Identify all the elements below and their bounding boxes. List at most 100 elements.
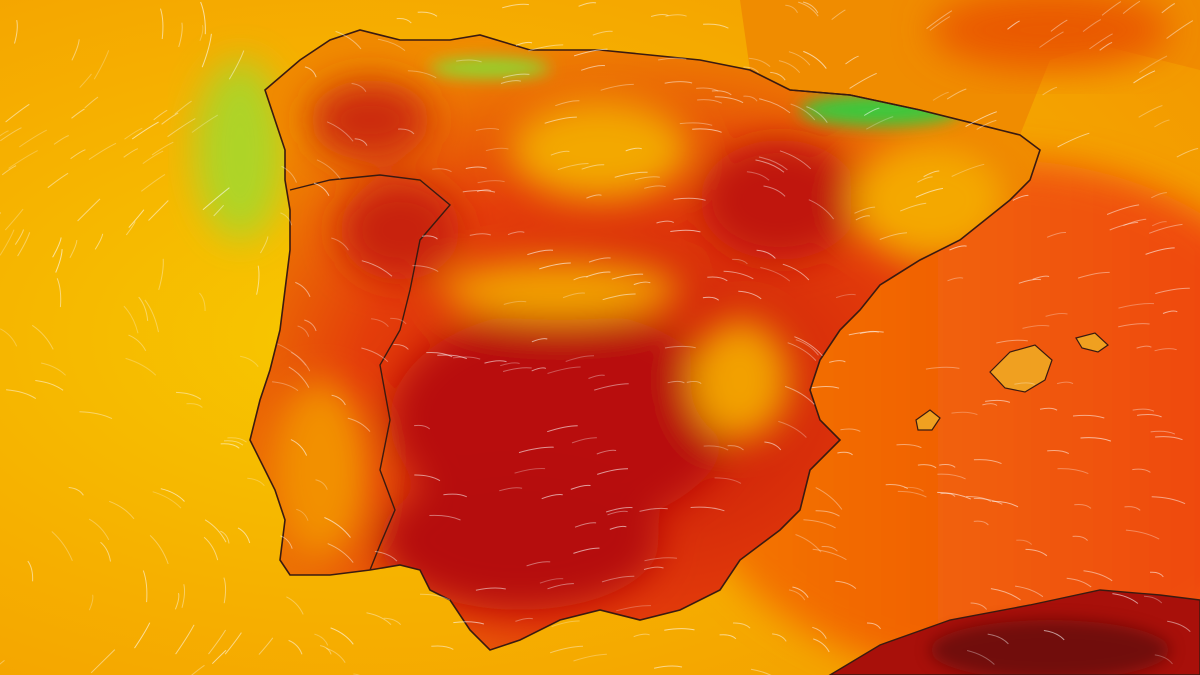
wind-streak (854, 206, 876, 214)
wind-streak (0, 229, 15, 256)
wind-streak (186, 403, 203, 408)
wind-streak (288, 366, 310, 388)
wind-streak (795, 534, 822, 553)
wind-streak (539, 262, 571, 270)
wind-streak (361, 260, 393, 277)
wind-streak (1039, 31, 1064, 48)
wind-streak (366, 612, 392, 625)
wind-streak (0, 130, 9, 137)
wind-streak (755, 159, 785, 173)
wind-streak (52, 237, 62, 258)
wind-streak (290, 439, 308, 456)
wind-streak (897, 490, 927, 498)
wind-streak (1150, 430, 1176, 435)
wind-streak (331, 237, 349, 251)
wind-streak (68, 487, 84, 496)
wind-streak (128, 334, 147, 352)
wind-streak (94, 233, 104, 250)
wind-streak (794, 336, 823, 357)
wind-streak (417, 11, 438, 17)
wind-streak (167, 118, 196, 138)
wind-streak (125, 357, 157, 376)
wind-streak (690, 506, 725, 512)
wind-streak (174, 100, 192, 115)
wind-streak (574, 522, 597, 528)
wind-streak (581, 65, 606, 71)
wind-streak (821, 546, 838, 552)
wind-streak (393, 343, 409, 350)
wind-streak (643, 566, 664, 570)
wind-streak (286, 596, 304, 615)
wind-streak (40, 362, 66, 376)
wind-streak (812, 626, 827, 639)
ibiza (915, 409, 941, 431)
wind-streak (596, 449, 617, 455)
wind-streak (191, 664, 205, 675)
wind-streak (1138, 105, 1163, 118)
wind-streak (1099, 42, 1113, 51)
wind-streak (1074, 504, 1092, 509)
wind-streak (527, 249, 554, 256)
wind-streak (1012, 194, 1029, 201)
wind-streak (578, 2, 597, 7)
wind-streak (19, 129, 48, 148)
wind-streak (17, 232, 31, 257)
wind-streak (208, 629, 227, 655)
border-france (749, 69, 1001, 131)
wind-streak (1083, 570, 1113, 582)
wind-streak (1106, 204, 1140, 215)
wind-streak (47, 172, 69, 189)
wind-streak (951, 411, 978, 416)
wind-streak (1136, 345, 1152, 349)
wind-streak (996, 339, 1028, 344)
wind-streak (220, 443, 240, 449)
wind-streak (1125, 529, 1160, 540)
wind-streak (142, 570, 148, 603)
wind-streak (738, 290, 762, 300)
wind-streak (149, 535, 169, 565)
wind-streak (732, 258, 748, 265)
wind-streak (109, 500, 135, 520)
wind-streak (1132, 408, 1155, 412)
blob (310, 80, 430, 160)
wind-streak (571, 437, 597, 444)
wind-streak (544, 116, 577, 124)
wind-streak (937, 491, 972, 500)
wind-streak (353, 673, 361, 675)
wind-streak (917, 464, 937, 469)
wind-streak (138, 296, 149, 321)
france-heat (930, 0, 1170, 70)
wind-streak (398, 128, 415, 135)
wind-streak (295, 281, 311, 297)
wind-streak (795, 339, 819, 356)
wind-streak (313, 182, 330, 197)
wind-streak (14, 229, 24, 245)
wind-streak (152, 491, 182, 509)
wind-streak (174, 592, 180, 610)
cantabria (430, 58, 550, 78)
wind-streak (500, 80, 522, 84)
wind-streak (93, 50, 110, 80)
wind-streak (326, 647, 346, 663)
wind-streak (714, 477, 742, 484)
wind-streak (412, 265, 439, 272)
wind-streak (128, 209, 145, 228)
wind-streak (324, 517, 351, 538)
wind-streak (1007, 20, 1020, 30)
wind-streak (551, 620, 580, 628)
wind-streak (570, 484, 591, 490)
wind-streak (1032, 275, 1050, 280)
wind-streak (1145, 247, 1175, 255)
wind-streak (644, 185, 666, 189)
wind-streak (770, 71, 786, 81)
wind-streak (1149, 223, 1183, 234)
wind-streak (806, 106, 828, 123)
wind-streak (134, 622, 151, 649)
wind-streak (1166, 20, 1194, 39)
wind-streak (778, 60, 801, 74)
wind-streak (932, 91, 949, 101)
wind-streak (297, 325, 310, 337)
wind-streak (633, 633, 650, 638)
wind-streak (866, 622, 881, 630)
wind-streak (123, 148, 139, 158)
